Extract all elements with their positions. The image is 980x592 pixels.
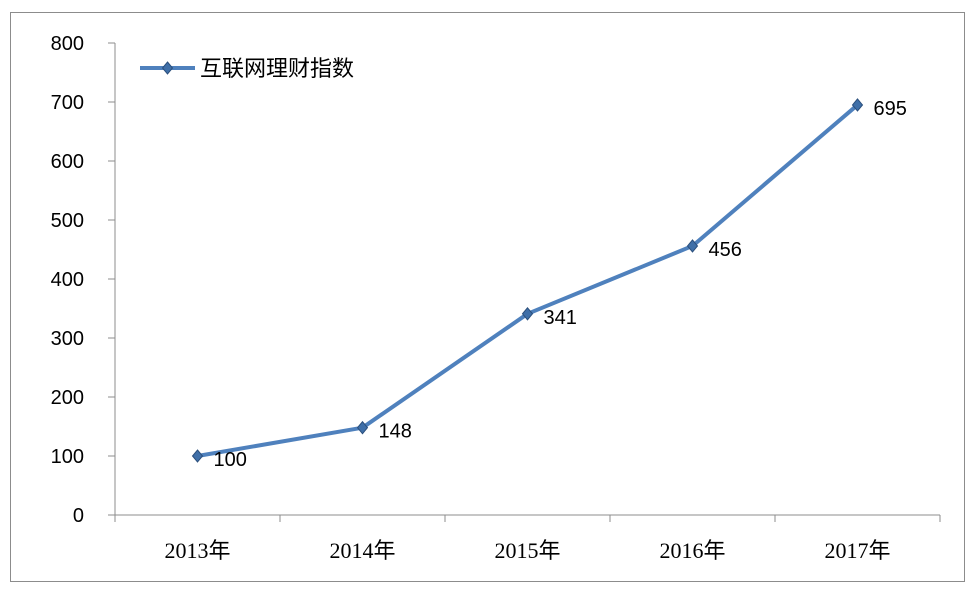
data-label: 341 [544,307,577,329]
data-label: 148 [379,421,412,443]
y-tick-label: 300 [51,328,84,350]
y-tick-label: 400 [51,269,84,291]
y-tick-label: 600 [51,151,84,173]
data-point-marker [191,449,204,463]
legend-marker-icon [161,61,174,75]
x-axis-ticks: 2013年 2014年 2015年 2016年 2017年 [114,515,941,563]
data-label: 100 [214,449,247,471]
x-tick-label: 2017年 [824,538,890,563]
data-label: 695 [874,98,907,120]
y-tick-label: 0 [73,505,84,527]
data-point-marker [851,98,864,112]
data-point-marker [521,307,534,321]
y-axis-ticks: 0 100 200 300 400 500 600 700 800 [51,33,115,527]
y-tick-label: 800 [51,33,84,55]
data-label: 456 [709,239,742,261]
data-point-marker [686,239,699,253]
y-tick-label: 500 [51,210,84,232]
x-tick-label: 2016年 [659,538,725,563]
x-tick-label: 2013年 [164,538,230,563]
chart-frame [10,12,965,582]
x-tick-label: 2015年 [494,538,560,563]
legend: 互联网理财指数 [140,57,354,82]
y-tick-label: 700 [51,92,84,114]
data-point-marker [356,420,369,435]
axes [114,43,940,516]
y-tick-label: 100 [51,446,84,468]
x-tick-label: 2014年 [329,538,395,563]
series-line [197,103,859,458]
y-tick-label: 200 [51,387,84,409]
legend-label: 互联网理财指数 [200,57,354,82]
series-layer: 100 148 341 456 695 [191,98,907,471]
